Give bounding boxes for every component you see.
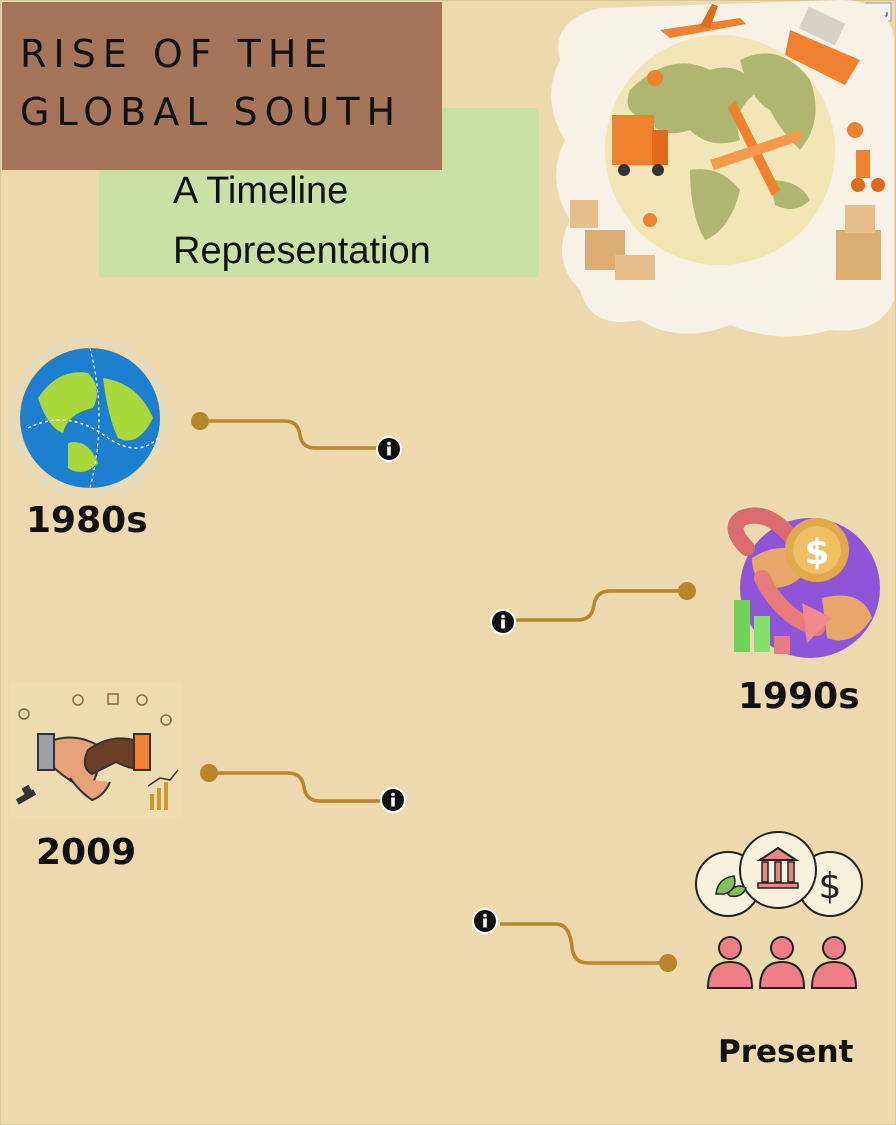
institutions-people-icon: $	[695, 831, 863, 989]
year-label-2009: 2009	[36, 832, 137, 873]
year-label-1990s: 1990s	[738, 676, 860, 717]
title-line-1: RISE OF THE	[20, 32, 335, 76]
timeline-connector-1980s	[191, 412, 390, 450]
info-icon[interactable]	[380, 787, 406, 813]
year-label-present: Present	[718, 1034, 854, 1070]
subtitle-line-1: A Timeline	[173, 170, 349, 212]
timeline-connector-1990s	[510, 582, 696, 622]
handshake-icon	[10, 682, 182, 818]
timeline-connector-present	[500, 922, 677, 972]
info-icon[interactable]	[376, 436, 402, 462]
title-box: RISE OF THE GLOBAL SOUTH	[2, 2, 442, 170]
timeline-connector-2009	[200, 764, 388, 803]
year-label-1980s: 1980s	[26, 500, 148, 541]
subtitle-line-2: Representation	[173, 230, 431, 272]
finance-globe-icon: $	[727, 507, 880, 658]
svg-text:$: $	[819, 866, 842, 907]
svg-text:$: $	[804, 532, 829, 573]
info-icon[interactable]	[490, 609, 516, 635]
globe-icon	[11, 339, 169, 497]
title-line-2: GLOBAL SOUTH	[20, 90, 403, 134]
info-icon[interactable]	[472, 908, 498, 934]
globe-logistics-icon	[551, 0, 894, 337]
